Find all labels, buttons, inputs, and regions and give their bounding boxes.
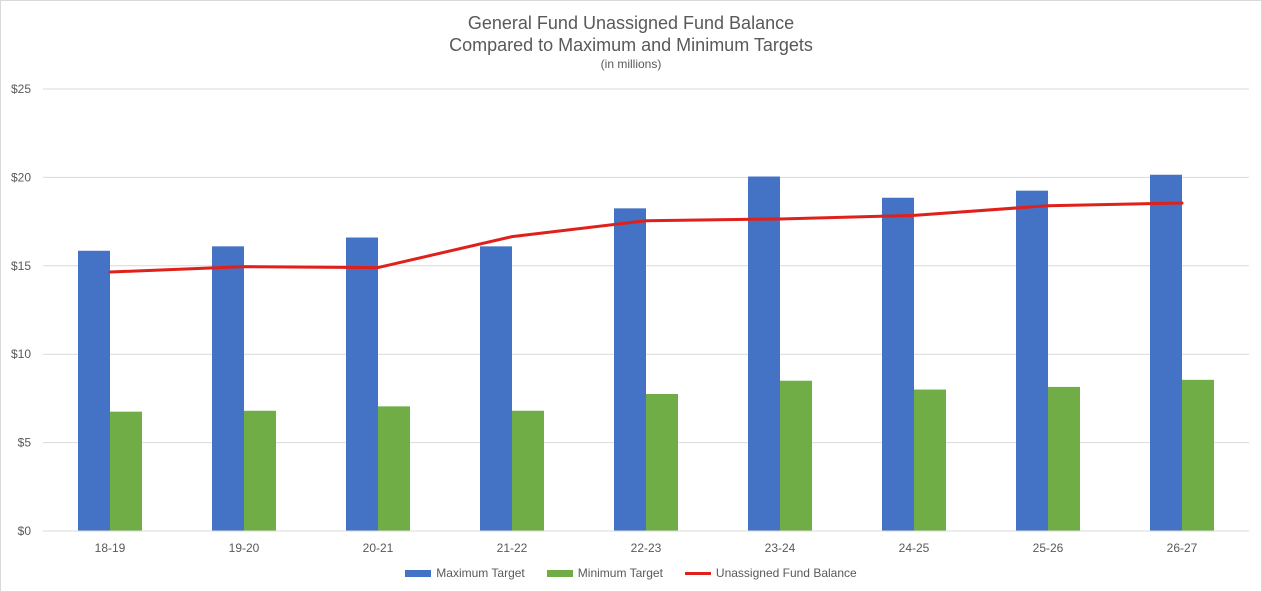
minimum-target-bar [110, 411, 142, 531]
chart-title-block: General Fund Unassigned Fund Balance Com… [1, 12, 1261, 72]
legend-swatch [405, 569, 432, 577]
minimum-target-bar [1182, 379, 1214, 531]
chart-legend: Maximum Target Minimum Target Unassigned F… [1, 566, 1261, 580]
maximum-target-bar [614, 208, 646, 531]
minimum-target-bar [512, 410, 544, 531]
maximum-target-bar [748, 176, 780, 532]
minimum-target-bar [646, 393, 678, 531]
minimum-target-bar [780, 380, 812, 531]
minimum-target-bar [244, 410, 276, 531]
legend-label: Minimum Target [577, 566, 663, 580]
maximum-target-bar [480, 246, 512, 532]
y-tick-label: $20 [11, 170, 31, 184]
x-tick-label: 26-27 [1167, 541, 1198, 555]
chart-subtitle: (in millions) [600, 57, 662, 71]
minimum-target-bar [378, 406, 410, 531]
minimum-target-bar [914, 389, 946, 531]
x-tick-label: 23-24 [765, 541, 796, 555]
maximum-target-bar [1150, 174, 1182, 532]
unassigned-fund-balance-line [108, 201, 1184, 274]
chart-title-line2: Compared to Maximum and Minimum Targets [449, 35, 813, 55]
legend-item: Minimum Target [546, 566, 663, 580]
y-tick-label: $5 [18, 436, 32, 450]
maximum-target-bar [78, 250, 110, 531]
legend-swatch [684, 571, 711, 575]
legend-swatch [546, 569, 573, 577]
y-tick-label: $15 [11, 259, 31, 273]
x-tick-label: 18-19 [95, 541, 126, 555]
x-tick-label: 22-23 [631, 541, 662, 555]
legend-label: Maximum Target [436, 566, 525, 580]
y-tick-label: $0 [18, 524, 32, 538]
legend-label: Unassigned Fund Balance [715, 566, 857, 580]
chart-title: General Fund Unassigned Fund Balance [467, 13, 795, 33]
x-tick-label: 20-21 [363, 541, 394, 555]
x-tick-label: 21-22 [497, 541, 528, 555]
x-tick-label: 25-26 [1033, 541, 1064, 555]
x-tick-label: 24-25 [899, 541, 930, 555]
maximum-target-bar [882, 197, 914, 531]
legend-item: Unassigned Fund Balance [684, 566, 857, 580]
maximum-target-bar [1016, 190, 1048, 531]
minimum-target-bar [1048, 386, 1080, 531]
y-tick-label: $10 [11, 347, 31, 361]
maximum-target-bar [346, 237, 378, 531]
legend-item: Maximum Target [405, 566, 525, 580]
maximum-target-bar [212, 246, 244, 532]
x-tick-label: 19-20 [229, 541, 260, 555]
y-tick-label: $25 [11, 82, 31, 96]
